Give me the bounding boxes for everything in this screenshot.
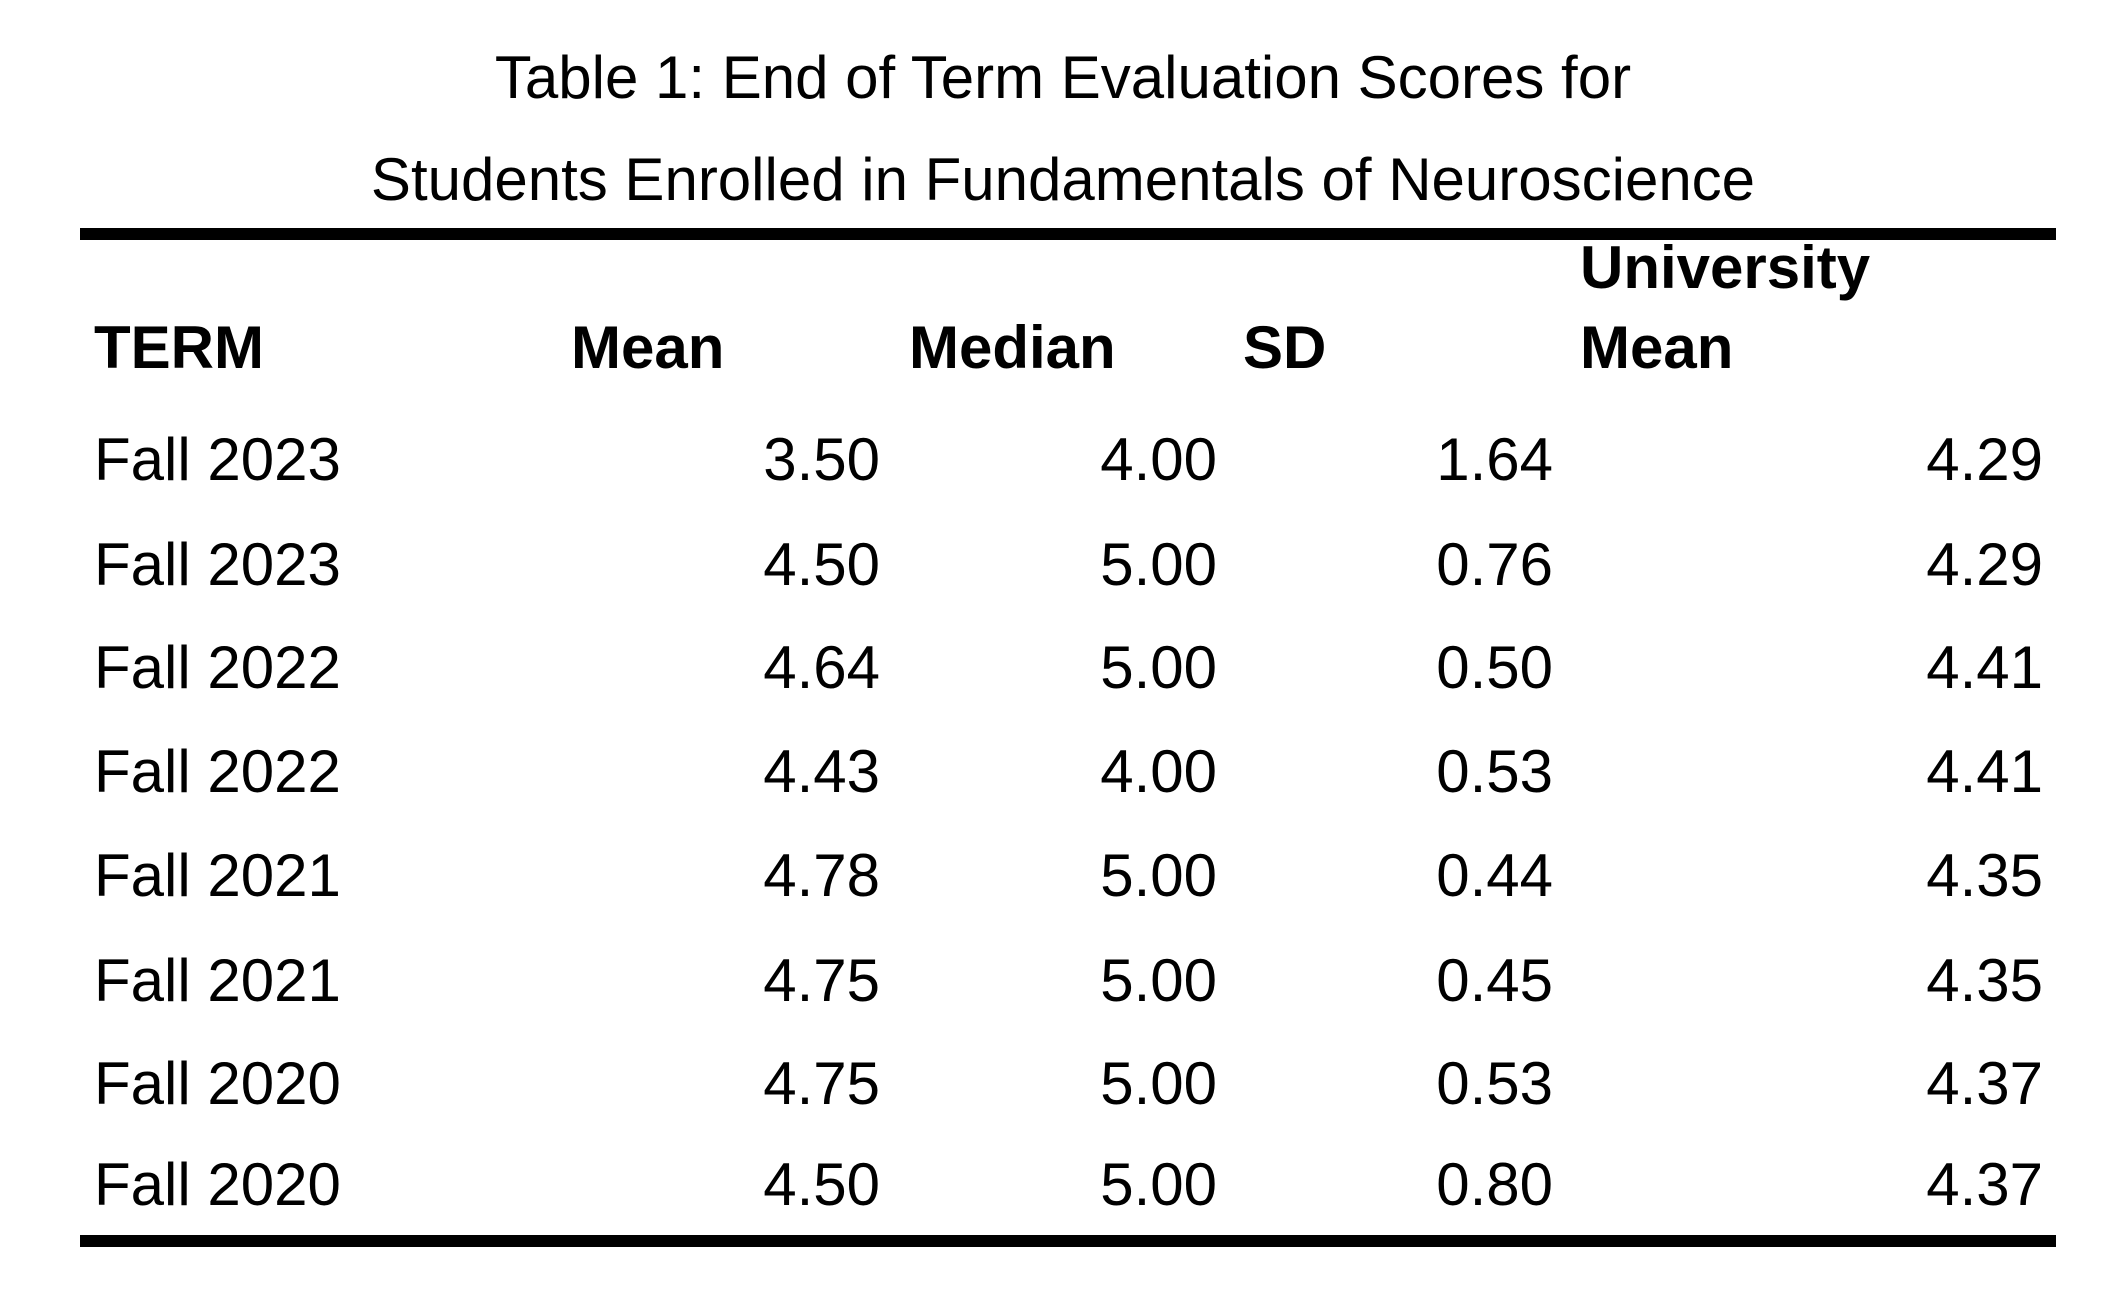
cell-sd: 0.53 — [1436, 1050, 1553, 1117]
header-mean: Mean — [571, 314, 725, 381]
cell-median: 4.00 — [1100, 738, 1217, 805]
cell-university-mean: 4.29 — [1926, 531, 2043, 598]
cell-university-mean: 4.35 — [1926, 842, 2043, 909]
cell-mean: 3.50 — [763, 426, 880, 493]
caption-line-1: Table 1: End of Term Evaluation Scores f… — [494, 44, 1632, 111]
cell-university-mean: 4.29 — [1926, 426, 2043, 493]
cell-median: 5.00 — [1100, 1151, 1217, 1218]
cell-university-mean: 4.37 — [1926, 1050, 2043, 1117]
header-sd: SD — [1243, 314, 1327, 381]
cell-median: 5.00 — [1100, 842, 1217, 909]
cell-median: 5.00 — [1100, 634, 1217, 701]
cell-median: 4.00 — [1100, 426, 1217, 493]
cell-mean: 4.64 — [763, 634, 880, 701]
cell-term: Fall 2022 — [94, 634, 341, 701]
header-median: Median — [909, 314, 1116, 381]
cell-term: Fall 2023 — [94, 426, 341, 493]
cell-university-mean: 4.41 — [1926, 738, 2043, 805]
cell-mean: 4.78 — [763, 842, 880, 909]
cell-university-mean: 4.41 — [1926, 634, 2043, 701]
cell-mean: 4.75 — [763, 947, 880, 1014]
cell-median: 5.00 — [1100, 531, 1217, 598]
cell-mean: 4.43 — [763, 738, 880, 805]
cell-sd: 0.53 — [1436, 738, 1553, 805]
cell-sd: 0.50 — [1436, 634, 1553, 701]
cell-term: Fall 2020 — [94, 1050, 341, 1117]
cell-university-mean: 4.37 — [1926, 1151, 2043, 1218]
header-term: TERM — [94, 314, 264, 381]
cell-sd: 0.80 — [1436, 1151, 1553, 1218]
bottom-rule — [80, 1235, 2056, 1247]
cell-term: Fall 2021 — [94, 842, 341, 909]
header-university-mean-line-2: Mean — [1580, 314, 1734, 381]
cell-median: 5.00 — [1100, 947, 1217, 1014]
cell-sd: 0.45 — [1436, 947, 1553, 1014]
header-university-mean-line-1: University — [1580, 234, 1871, 301]
cell-sd: 1.64 — [1436, 426, 1553, 493]
caption-line-2: Students Enrolled in Fundamentals of Neu… — [370, 146, 1756, 213]
cell-sd: 0.44 — [1436, 842, 1553, 909]
cell-median: 5.00 — [1100, 1050, 1217, 1117]
cell-mean: 4.50 — [763, 531, 880, 598]
top-rule — [80, 228, 2056, 240]
cell-mean: 4.50 — [763, 1151, 880, 1218]
cell-term: Fall 2023 — [94, 531, 341, 598]
cell-term: Fall 2021 — [94, 947, 341, 1014]
cell-university-mean: 4.35 — [1926, 947, 2043, 1014]
cell-sd: 0.76 — [1436, 531, 1553, 598]
cell-term: Fall 2022 — [94, 738, 341, 805]
cell-mean: 4.75 — [763, 1050, 880, 1117]
cell-term: Fall 2020 — [94, 1151, 341, 1218]
